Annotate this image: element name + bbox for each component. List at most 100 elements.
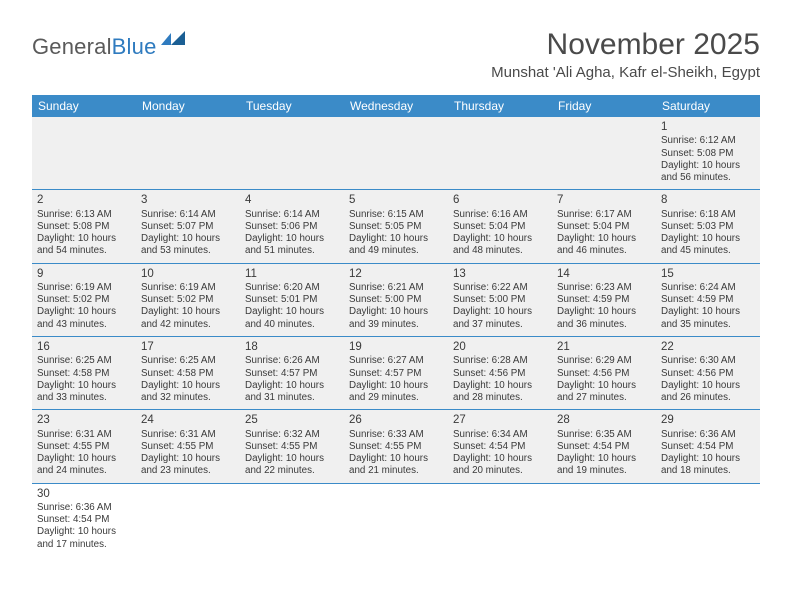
daylight-line: Daylight: 10 hours and 49 minutes. [349, 233, 443, 257]
calendar-row: 30Sunrise: 6:36 AMSunset: 4:54 PMDayligh… [32, 483, 760, 556]
day-number: 9 [37, 267, 131, 281]
sunset-line: Sunset: 4:54 PM [557, 441, 651, 453]
calendar-cell [136, 483, 240, 556]
sunset-line: Sunset: 4:56 PM [453, 368, 547, 380]
calendar-row: 9Sunrise: 6:19 AMSunset: 5:02 PMDaylight… [32, 263, 760, 336]
sunset-line: Sunset: 5:08 PM [661, 148, 755, 160]
sunrise-line: Sunrise: 6:26 AM [245, 355, 339, 367]
day-number: 15 [661, 267, 755, 281]
day-number: 6 [453, 193, 547, 207]
calendar-cell [656, 483, 760, 556]
weekday-tue: Tuesday [240, 95, 344, 117]
calendar-cell: 2Sunrise: 6:13 AMSunset: 5:08 PMDaylight… [32, 190, 136, 263]
daylight-line: Daylight: 10 hours and 22 minutes. [245, 453, 339, 477]
sunrise-line: Sunrise: 6:28 AM [453, 355, 547, 367]
sunrise-line: Sunrise: 6:21 AM [349, 282, 443, 294]
day-number: 4 [245, 193, 339, 207]
calendar-cell [32, 117, 136, 190]
sunrise-line: Sunrise: 6:20 AM [245, 282, 339, 294]
daylight-line: Daylight: 10 hours and 33 minutes. [37, 380, 131, 404]
sunrise-line: Sunrise: 6:31 AM [37, 429, 131, 441]
day-number: 11 [245, 267, 339, 281]
sunrise-line: Sunrise: 6:36 AM [661, 429, 755, 441]
day-number: 3 [141, 193, 235, 207]
daylight-line: Daylight: 10 hours and 43 minutes. [37, 306, 131, 330]
calendar-cell [136, 117, 240, 190]
daylight-line: Daylight: 10 hours and 20 minutes. [453, 453, 547, 477]
calendar-cell: 3Sunrise: 6:14 AMSunset: 5:07 PMDaylight… [136, 190, 240, 263]
sunrise-line: Sunrise: 6:29 AM [557, 355, 651, 367]
calendar-cell: 11Sunrise: 6:20 AMSunset: 5:01 PMDayligh… [240, 263, 344, 336]
day-number: 5 [349, 193, 443, 207]
sunrise-line: Sunrise: 6:34 AM [453, 429, 547, 441]
day-number: 20 [453, 340, 547, 354]
calendar-cell: 30Sunrise: 6:36 AMSunset: 4:54 PMDayligh… [32, 483, 136, 556]
calendar-cell: 15Sunrise: 6:24 AMSunset: 4:59 PMDayligh… [656, 263, 760, 336]
title-block: November 2025 Munshat 'Ali Agha, Kafr el… [491, 28, 760, 81]
daylight-line: Daylight: 10 hours and 29 minutes. [349, 380, 443, 404]
daylight-line: Daylight: 10 hours and 53 minutes. [141, 233, 235, 257]
sunrise-line: Sunrise: 6:14 AM [245, 209, 339, 221]
sunset-line: Sunset: 5:00 PM [349, 294, 443, 306]
calendar-cell [448, 117, 552, 190]
day-number: 16 [37, 340, 131, 354]
sunrise-line: Sunrise: 6:25 AM [141, 355, 235, 367]
calendar-cell: 29Sunrise: 6:36 AMSunset: 4:54 PMDayligh… [656, 410, 760, 483]
calendar-cell: 27 Sunrise: 6:34 AMSunset: 4:54 PMDayligh… [448, 410, 552, 483]
sunrise-line: Sunrise: 6:12 AM [661, 135, 755, 147]
sunrise-line: Sunrise: 6:22 AM [453, 282, 547, 294]
calendar-cell: 25Sunrise: 6:32 AMSunset: 4:55 PMDayligh… [240, 410, 344, 483]
sunset-line: Sunset: 4:54 PM [661, 441, 755, 453]
calendar-cell: 12Sunrise: 6:21 AMSunset: 5:00 PMDayligh… [344, 263, 448, 336]
sunset-line: Sunset: 5:03 PM [661, 221, 755, 233]
daylight-line: Daylight: 10 hours and 54 minutes. [37, 233, 131, 257]
sunset-line: Sunset: 4:57 PM [349, 368, 443, 380]
day-number: 29 [661, 413, 755, 427]
calendar-cell [448, 483, 552, 556]
logo-text-general: General [32, 34, 112, 59]
calendar-cell: 4Sunrise: 6:14 AMSunset: 5:06 PMDaylight… [240, 190, 344, 263]
sunset-line: Sunset: 5:04 PM [557, 221, 651, 233]
sunset-line: Sunset: 4:55 PM [141, 441, 235, 453]
day-number: 21 [557, 340, 651, 354]
sunset-line: Sunset: 4:54 PM [453, 441, 547, 453]
sunrise-line: Sunrise: 6:18 AM [661, 209, 755, 221]
sunset-line: Sunset: 4:59 PM [661, 294, 755, 306]
sunset-line: Sunset: 4:58 PM [37, 368, 131, 380]
sunrise-line: Sunrise: 6:19 AM [37, 282, 131, 294]
sunset-line: Sunset: 5:08 PM [37, 221, 131, 233]
sunrise-line: Sunrise: 6:30 AM [661, 355, 755, 367]
daylight-line: Daylight: 10 hours and 40 minutes. [245, 306, 339, 330]
day-number: 18 [245, 340, 339, 354]
sunset-line: Sunset: 4:55 PM [245, 441, 339, 453]
calendar-cell: 19Sunrise: 6:27 AMSunset: 4:57 PMDayligh… [344, 336, 448, 409]
calendar-table: Sunday Monday Tuesday Wednesday Thursday… [32, 95, 760, 556]
weekday-fri: Friday [552, 95, 656, 117]
sunrise-line: Sunrise: 6:19 AM [141, 282, 235, 294]
sunset-line: Sunset: 5:05 PM [349, 221, 443, 233]
sunrise-line: Sunrise: 6:31 AM [141, 429, 235, 441]
weekday-mon: Monday [136, 95, 240, 117]
calendar-row: 23Sunrise: 6:31 AMSunset: 4:55 PMDayligh… [32, 410, 760, 483]
daylight-line: Daylight: 10 hours and 28 minutes. [453, 380, 547, 404]
day-number: 10 [141, 267, 235, 281]
calendar-cell: 13Sunrise: 6:22 AMSunset: 5:00 PMDayligh… [448, 263, 552, 336]
calendar-row: 1Sunrise: 6:12 AMSunset: 5:08 PMDaylight… [32, 117, 760, 190]
calendar-cell: 16Sunrise: 6:25 AMSunset: 4:58 PMDayligh… [32, 336, 136, 409]
sunset-line: Sunset: 4:54 PM [37, 514, 131, 526]
sunrise-line: Sunrise: 6:32 AM [245, 429, 339, 441]
sunrise-line: Sunrise: 6:27 AM [349, 355, 443, 367]
calendar-cell: 18Sunrise: 6:26 AMSunset: 4:57 PMDayligh… [240, 336, 344, 409]
sunset-line: Sunset: 4:58 PM [141, 368, 235, 380]
day-number: 27 [453, 413, 547, 427]
sunrise-line: Sunrise: 6:24 AM [661, 282, 755, 294]
logo: GeneralBlue [32, 28, 187, 60]
calendar-cell [552, 117, 656, 190]
weekday-sun: Sunday [32, 95, 136, 117]
sunset-line: Sunset: 5:02 PM [141, 294, 235, 306]
day-number: 28 [557, 413, 651, 427]
daylight-line: Daylight: 10 hours and 37 minutes. [453, 306, 547, 330]
calendar-cell: 9Sunrise: 6:19 AMSunset: 5:02 PMDaylight… [32, 263, 136, 336]
sunset-line: Sunset: 4:56 PM [661, 368, 755, 380]
calendar-cell: 26Sunrise: 6:33 AMSunset: 4:55 PMDayligh… [344, 410, 448, 483]
